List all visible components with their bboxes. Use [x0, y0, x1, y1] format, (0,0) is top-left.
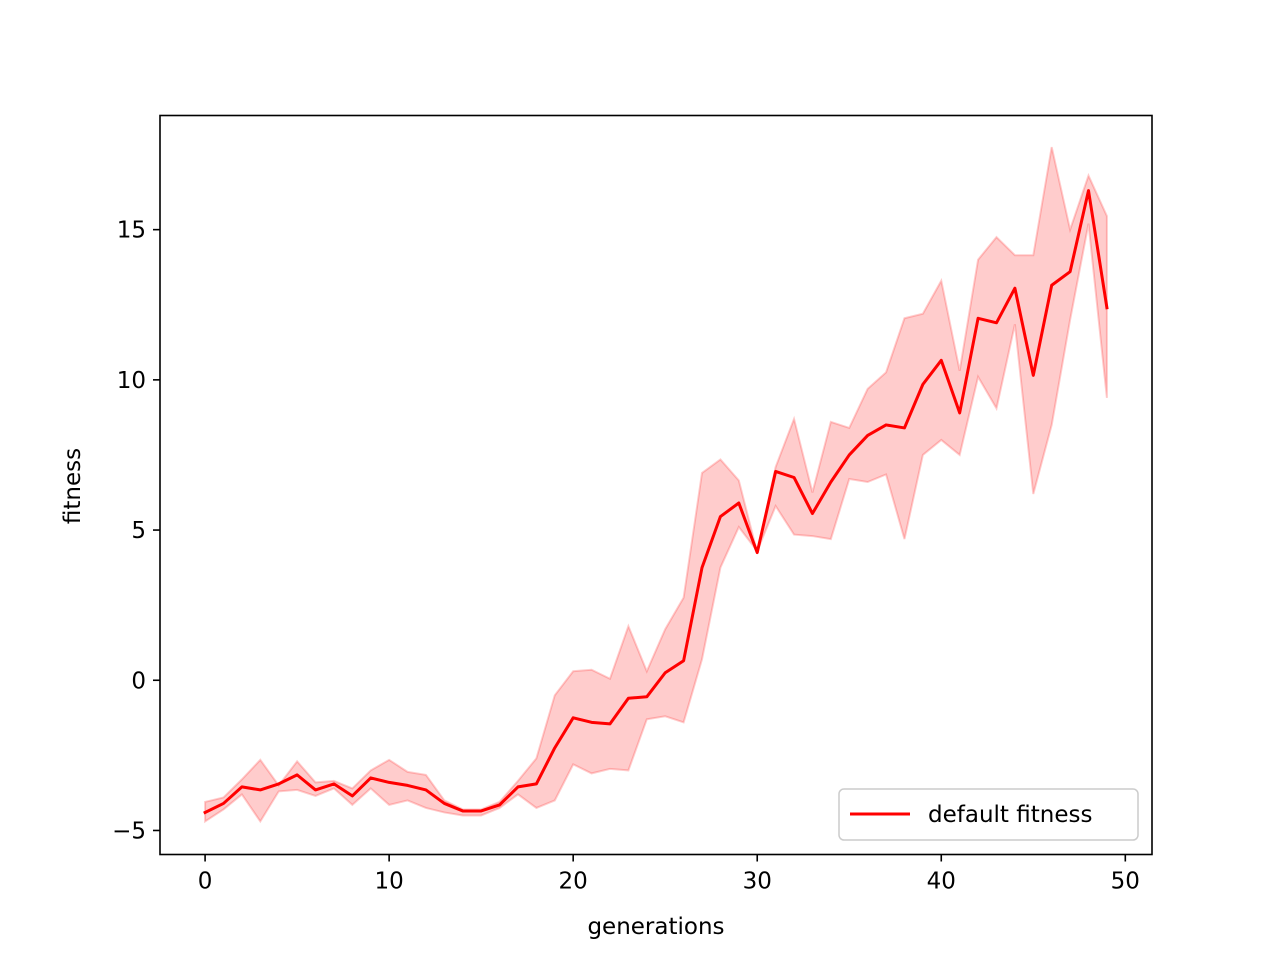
x-axis-label: generations	[587, 914, 724, 940]
y-axis-ticks: −5 0 5 10 15	[112, 218, 160, 844]
x-tick-label: 30	[743, 869, 772, 895]
x-axis-ticks: 0 10 20 30 40 50	[198, 854, 1140, 895]
y-axis-label: fitness	[60, 448, 86, 524]
y-tick-label: −5	[112, 818, 146, 844]
plot-area	[203, 146, 1109, 824]
series-line-default-fitness	[203, 189, 1109, 815]
y-tick-label: 5	[131, 518, 146, 544]
legend: default fitness	[838, 788, 1139, 841]
x-tick-label: 40	[927, 869, 956, 895]
y-tick-label: 10	[117, 368, 146, 394]
x-tick-label: 50	[1111, 869, 1140, 895]
axes-frame	[159, 114, 1153, 856]
x-tick-label: 0	[198, 869, 213, 895]
x-tick-label: 20	[559, 869, 588, 895]
y-tick-label: 15	[117, 218, 146, 244]
y-tick-label: 0	[131, 668, 146, 694]
x-tick-label: 10	[374, 869, 403, 895]
legend-box	[838, 788, 1139, 841]
legend-label-default-fitness: default fitness	[928, 802, 1092, 828]
